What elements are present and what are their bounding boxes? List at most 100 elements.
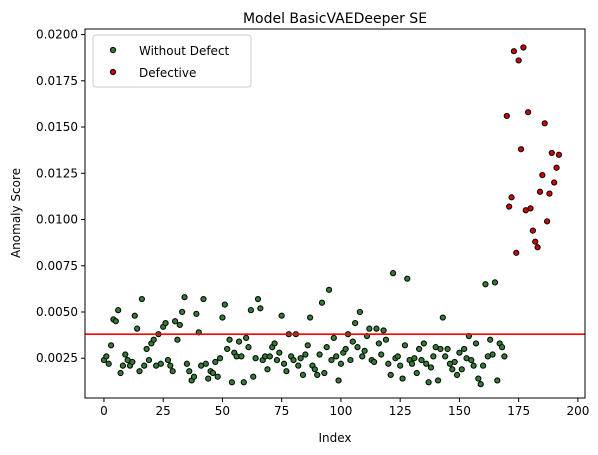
point-without-defect-127	[401, 342, 409, 349]
point-without-defect-51	[221, 301, 228, 308]
point-without-defect-139	[430, 353, 437, 360]
point-without-defect-91	[316, 351, 323, 358]
x-tick-label-50: 50	[215, 404, 230, 418]
point-without-defect-136	[423, 360, 430, 367]
point-without-defect-148	[451, 358, 458, 366]
point-without-defect-157	[472, 340, 480, 347]
point-without-defect-169	[501, 353, 508, 360]
point-without-defect-126	[399, 375, 406, 382]
point-without-defect-69	[264, 366, 271, 373]
point-without-defect-57	[235, 338, 243, 345]
point-without-defect-85	[302, 351, 309, 358]
point-without-defect-121	[387, 371, 394, 378]
point-defective-0	[503, 112, 510, 120]
point-without-defect-80	[290, 356, 297, 364]
point-without-defect-133	[416, 345, 423, 353]
point-defective-10	[527, 205, 534, 212]
point-without-defect-114	[371, 358, 378, 366]
point-without-defect-119	[382, 336, 390, 343]
point-without-defect-116	[375, 340, 382, 347]
y-axis: 0.0025 0.0050 0.0075 0.0100 0.0125 0.0150 0.01…	[36, 28, 85, 365]
point-without-defect-32	[176, 321, 183, 329]
point-without-defect-2	[105, 360, 112, 367]
point-without-defect-149	[453, 371, 461, 378]
x-tick-label-175: 175	[507, 404, 530, 418]
point-without-defect-15	[136, 368, 143, 375]
point-without-defect-151	[458, 366, 465, 373]
point-without-defect-77	[283, 368, 290, 375]
point-without-defect-31	[174, 336, 181, 343]
point-without-defect-110	[361, 347, 368, 354]
point-without-defect-152	[461, 345, 468, 353]
point-without-defect-134	[418, 356, 425, 364]
plot-frame	[84, 28, 586, 399]
point-without-defect-74	[276, 349, 283, 356]
point-without-defect-28	[167, 362, 174, 369]
y-tick-label-0: 0.0025	[36, 351, 78, 365]
point-without-defect-5	[112, 318, 119, 325]
y-tick-label-2: 0.0075	[36, 259, 78, 273]
point-defective-22	[555, 151, 563, 158]
point-without-defect-112	[366, 325, 373, 332]
point-defective-17	[543, 218, 551, 225]
point-without-defect-98	[333, 353, 340, 360]
point-defective-5	[515, 57, 522, 64]
point-without-defect-109	[359, 353, 366, 360]
x-tick-label-100: 100	[329, 404, 352, 418]
point-without-defect-43	[202, 360, 209, 367]
point-without-defect-142	[437, 345, 444, 353]
point-without-defect-145	[444, 345, 451, 353]
point-defective-7	[520, 44, 527, 51]
point-defective-13	[534, 244, 541, 251]
legend-box	[92, 34, 252, 88]
point-without-defect-130	[408, 360, 416, 367]
y-tick-label-4: 0.0125	[36, 166, 78, 180]
point-without-defect-73	[273, 356, 281, 364]
point-without-defect-6	[115, 307, 122, 314]
point-defective-19	[548, 149, 555, 157]
point-without-defect-39	[193, 310, 200, 317]
point-without-defect-94	[323, 344, 330, 351]
point-without-defect-18	[143, 345, 150, 353]
point-without-defect-54	[228, 379, 236, 386]
point-without-defect-106	[352, 319, 359, 327]
point-without-defect-161	[482, 281, 489, 288]
point-without-defect-66	[257, 305, 264, 312]
point-without-defect-1	[103, 353, 110, 360]
point-without-defect-93	[321, 369, 328, 377]
point-without-defect-97	[330, 334, 337, 341]
point-without-defect-60	[243, 334, 250, 341]
point-without-defect-156	[470, 362, 477, 369]
y-tick-label-7: 0.0200	[36, 28, 78, 42]
point-without-defect-75	[278, 312, 285, 319]
point-without-defect-16	[138, 295, 145, 303]
point-without-defect-147	[449, 366, 456, 373]
point-without-defect-131	[411, 355, 418, 362]
point-defective-11	[529, 227, 536, 234]
point-without-defect-95	[325, 286, 333, 293]
point-without-defect-166	[494, 377, 501, 384]
point-defective-1	[506, 203, 513, 210]
point-without-defect-47	[212, 358, 219, 366]
point-without-defect-58	[238, 353, 245, 360]
point-without-defect-163	[487, 336, 494, 343]
point-without-defect-120	[385, 360, 392, 367]
point-without-defect-83	[297, 355, 304, 362]
point-without-defect-38	[190, 373, 198, 380]
point-without-defect-34	[181, 294, 188, 301]
x-tick-label-150: 150	[448, 404, 471, 418]
point-without-defect-63	[250, 373, 257, 380]
point-defective-3	[510, 48, 518, 55]
y-axis-label: Anomaly Score	[9, 168, 23, 258]
point-without-defect-8	[119, 362, 127, 369]
point-without-defect-159	[477, 381, 484, 388]
point-without-defect-90	[314, 371, 321, 378]
x-axis-label: Index	[318, 431, 351, 445]
point-without-defect-35	[183, 360, 190, 367]
x-tick-label-0: 0	[100, 404, 108, 418]
point-without-defect-124	[394, 353, 401, 360]
point-without-defect-135	[420, 340, 427, 347]
y-tick-label-1: 0.0050	[36, 305, 78, 319]
y-tick-label-3: 0.0100	[36, 213, 78, 227]
